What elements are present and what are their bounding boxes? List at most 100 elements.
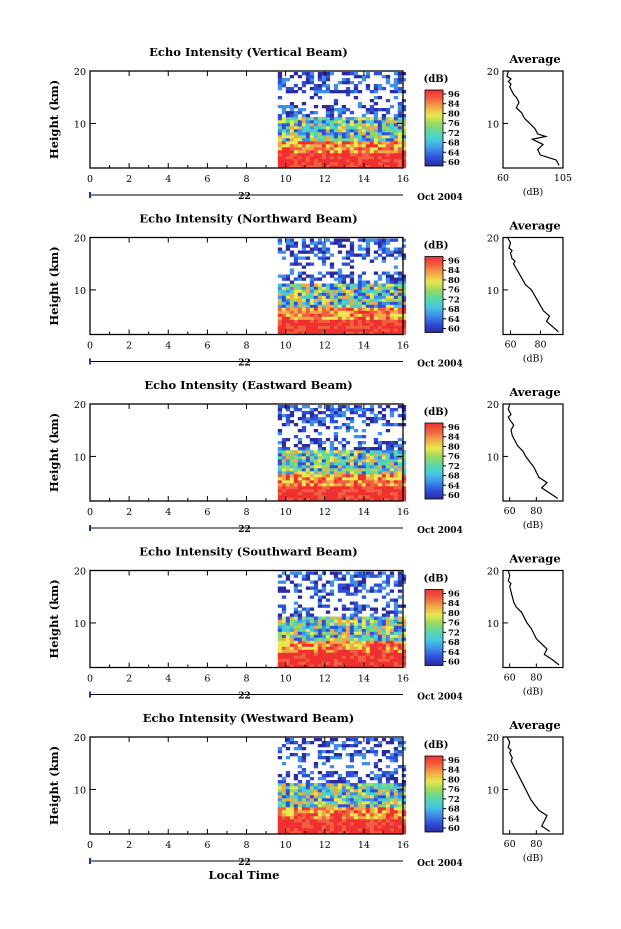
heatmap-cell <box>305 244 311 248</box>
heatmap-cell <box>393 301 399 305</box>
heatmap-cell <box>353 75 359 79</box>
heatmap-cell <box>369 498 375 502</box>
heatmap-cell <box>309 322 315 326</box>
heatmap-cell <box>361 471 367 475</box>
beam-panel: Echo Intensity (Northward Beam)Height (k… <box>47 212 564 370</box>
heatmap-cell <box>353 625 359 629</box>
heatmap-cell <box>321 777 327 781</box>
heatmap-cell <box>381 319 387 323</box>
heatmap-cell <box>373 108 379 112</box>
heatmap-cell <box>345 816 351 820</box>
heatmap-cell <box>397 123 403 127</box>
heatmap-cell <box>341 661 347 665</box>
heatmap-cell <box>377 301 383 305</box>
heatmap-cell <box>349 162 355 166</box>
heatmap-cell <box>377 583 383 587</box>
heatmap-cell <box>289 162 295 166</box>
heatmap-cell <box>369 447 375 451</box>
heatmap-cell <box>277 331 283 335</box>
heatmap-cell <box>381 795 387 799</box>
heatmap-cell <box>305 78 311 82</box>
heatmap-cell <box>309 798 315 802</box>
heatmap-cell <box>333 813 339 817</box>
heatmap-cell <box>277 432 283 436</box>
heatmap-cell <box>305 664 311 668</box>
x-tick-label: 0 <box>87 341 93 352</box>
heatmap-cell <box>381 649 387 653</box>
heatmap-cell <box>373 822 379 826</box>
heatmap-cell <box>281 453 287 457</box>
heatmap-cell <box>353 619 359 623</box>
heatmap-cell <box>341 483 347 487</box>
heatmap-cell <box>277 786 283 790</box>
heatmap-cell <box>345 783 351 787</box>
heatmap-cell <box>361 780 367 784</box>
heatmap-cell <box>317 831 323 835</box>
heatmap-cell <box>369 162 375 166</box>
heatmap-cell <box>365 162 371 166</box>
heatmap-cell <box>381 241 387 245</box>
heatmap-cell <box>361 753 367 757</box>
heatmap-cell <box>277 447 283 451</box>
heatmap-cell <box>337 640 343 644</box>
heatmap-cell <box>301 292 307 296</box>
heatmap-cell <box>297 150 303 154</box>
heatmap-cell <box>385 108 391 112</box>
heatmap-cell <box>285 577 291 581</box>
heatmap-cell <box>361 447 367 451</box>
heatmap-cell <box>381 126 387 130</box>
heatmap-cell <box>353 652 359 656</box>
heatmap-cell <box>301 123 307 127</box>
heatmap-cell <box>321 289 327 293</box>
heatmap-cell <box>317 589 323 593</box>
heatmap-cell <box>325 120 331 124</box>
heatmap-cell <box>321 595 327 599</box>
heatmap-cell <box>365 322 371 326</box>
heatmap-cell <box>321 262 327 266</box>
heatmap-cell <box>285 405 291 409</box>
heatmap-cell <box>337 807 343 811</box>
heatmap-cell <box>365 423 371 427</box>
heatmap-cell <box>309 741 315 745</box>
heatmap-cell <box>401 774 407 778</box>
heatmap-cell <box>353 144 359 148</box>
heatmap-cell <box>309 417 315 421</box>
heatmap-cell <box>293 459 299 463</box>
heatmap-cell <box>297 162 303 166</box>
heatmap-cell <box>329 810 335 814</box>
heatmap-cell <box>369 153 375 157</box>
heatmap-cell <box>377 238 383 242</box>
heatmap-cell <box>301 265 307 269</box>
heatmap-cell <box>321 75 327 79</box>
heatmap-cell <box>357 753 363 757</box>
heatmap-cell <box>297 468 303 472</box>
heatmap-cell <box>321 819 327 823</box>
heatmap-cell <box>289 123 295 127</box>
heatmap-cell <box>377 477 383 481</box>
heatmap-cell <box>385 292 391 296</box>
heatmap-cell <box>277 804 283 808</box>
heatmap-cell <box>329 108 335 112</box>
heatmap-cell <box>285 810 291 814</box>
heatmap-cell <box>349 816 355 820</box>
colorbar-tick-label: 76 <box>448 119 460 129</box>
heatmap-cell <box>353 459 359 463</box>
heatmap-cell <box>321 325 327 329</box>
heatmap-cell <box>401 789 407 793</box>
heatmap-cell <box>317 798 323 802</box>
heatmap-cell <box>373 453 379 457</box>
heatmap-cell <box>401 307 407 311</box>
heatmap-cell <box>401 577 407 581</box>
heatmap-cell <box>281 459 287 463</box>
heatmap-cell <box>385 819 391 823</box>
heatmap-cell <box>397 574 403 578</box>
heatmap-cell <box>341 628 347 632</box>
heatmap-cell <box>325 453 331 457</box>
heatmap-cell <box>365 319 371 323</box>
heatmap-cell <box>277 450 283 454</box>
heatmap-cell <box>377 123 383 127</box>
heatmap-cell <box>309 117 315 121</box>
heatmap-cell <box>349 277 355 281</box>
heatmap-cell <box>381 75 387 79</box>
x-tick-label: 0 <box>87 840 93 851</box>
